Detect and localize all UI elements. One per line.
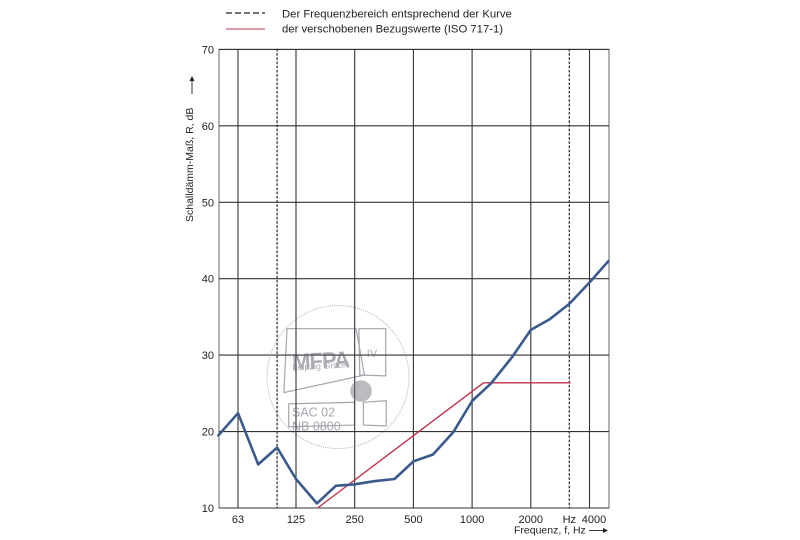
svg-text:70: 70	[202, 45, 214, 57]
svg-text:10: 10	[202, 503, 214, 515]
svg-text:NB 0800: NB 0800	[292, 420, 341, 434]
svg-text:50: 50	[202, 197, 214, 209]
svg-text:Der Frequenzbereich entspreche: Der Frequenzbereich entsprechend der Kur…	[282, 9, 512, 21]
svg-text:30: 30	[202, 350, 214, 362]
svg-text:250: 250	[346, 514, 364, 526]
svg-text:20: 20	[202, 427, 214, 439]
svg-text:Schalldämm-Maß, R, dB: Schalldämm-Maß, R, dB	[184, 108, 196, 222]
svg-text:1000: 1000	[460, 514, 484, 526]
svg-text:IV: IV	[367, 348, 378, 360]
svg-text:Frequenz, f, Hz: Frequenz, f, Hz	[514, 525, 586, 537]
svg-text:125: 125	[287, 514, 305, 526]
svg-text:63: 63	[232, 514, 244, 526]
svg-text:SAC 02: SAC 02	[292, 406, 335, 420]
svg-text:500: 500	[404, 514, 422, 526]
svg-text:40: 40	[202, 274, 214, 286]
svg-text:der verschobenen Bezugswerte (: der verschobenen Bezugswerte (ISO 717-1)	[282, 24, 503, 36]
svg-text:60: 60	[202, 121, 214, 133]
